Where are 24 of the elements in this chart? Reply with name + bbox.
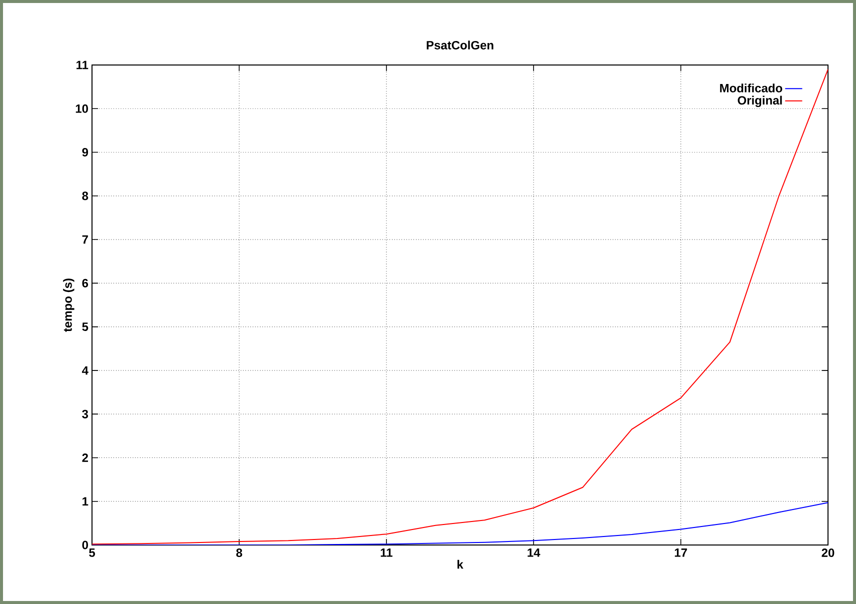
y-tick-label: 3: [82, 410, 88, 418]
line-series: [92, 68, 828, 545]
y-tick-label: 8: [82, 192, 88, 200]
legend-label: Original: [738, 96, 782, 108]
y-tick-label: 2: [82, 454, 88, 462]
x-axis-title: k: [458, 560, 464, 569]
y-tick-label: 6: [82, 278, 88, 288]
y-tick-label: 9: [82, 148, 88, 157]
y-tick-label: 11: [76, 60, 88, 70]
x-tick-label: 20: [822, 548, 834, 558]
x-tick-label: 17: [674, 548, 687, 557]
y-tick-label: 1: [82, 497, 88, 506]
y-tick-label: 5: [82, 322, 88, 331]
y-tick-label: 10: [76, 104, 88, 113]
y-axis-title: tempo (s): [63, 278, 74, 332]
x-tick-label: 8: [236, 548, 242, 558]
x-tick-label: 14: [528, 548, 540, 557]
y-tick-label: 4: [82, 366, 88, 375]
legend-label: Modificado: [720, 84, 782, 92]
x-tick-label: 5: [89, 548, 96, 557]
y-tick-label: 7: [82, 235, 88, 244]
y-tick-label: 0: [82, 540, 88, 550]
x-tick-label: 11: [380, 548, 392, 557]
chart-title: PsatColGen: [426, 40, 494, 50]
